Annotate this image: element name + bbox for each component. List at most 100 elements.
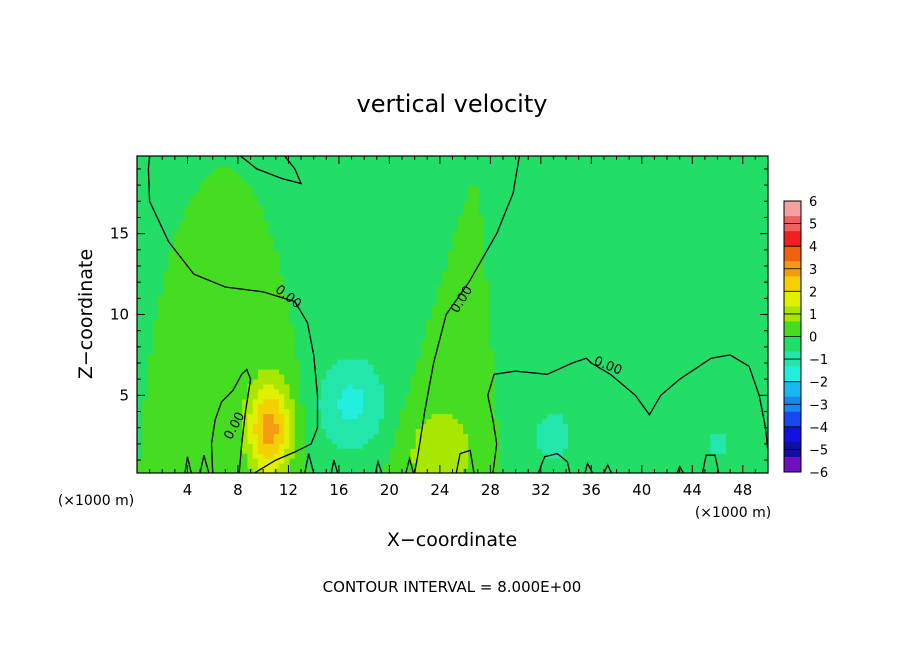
field-cell	[352, 438, 359, 444]
field-cell	[463, 235, 469, 241]
field-cell	[410, 195, 417, 202]
field-cell	[520, 388, 527, 395]
field-cell	[158, 393, 164, 400]
field-cell	[410, 349, 417, 355]
field-cell	[536, 220, 543, 226]
field-cell	[310, 443, 317, 449]
field-cell	[405, 195, 412, 202]
field-cell	[457, 438, 464, 444]
field-cell	[326, 443, 333, 449]
field-cell	[184, 319, 191, 326]
field-cell	[210, 260, 217, 266]
field-cell	[384, 418, 390, 425]
field-cell	[515, 225, 522, 231]
field-cell	[373, 403, 380, 410]
field-cell	[357, 373, 364, 380]
field-cell	[189, 185, 196, 192]
field-cell	[273, 339, 280, 345]
field-cell	[389, 210, 396, 217]
field-cell	[352, 349, 359, 355]
field-cell	[468, 378, 475, 385]
field-cell	[426, 250, 433, 256]
field-cell	[163, 314, 170, 321]
field-cell	[215, 165, 222, 172]
field-cell	[321, 468, 327, 473]
field-cell	[352, 250, 359, 256]
field-cell	[468, 279, 475, 286]
field-cell	[531, 200, 538, 207]
field-cell	[347, 230, 354, 236]
field-cell	[289, 438, 296, 444]
field-cell	[499, 230, 506, 236]
field-cell	[415, 260, 422, 266]
field-cell	[415, 205, 422, 212]
field-cell	[399, 269, 406, 276]
field-cell	[484, 245, 490, 251]
field-cell	[536, 368, 543, 375]
field-cell	[221, 294, 227, 301]
field-cell	[200, 408, 206, 415]
field-cell	[457, 453, 464, 459]
field-cell	[300, 220, 306, 226]
field-cell	[457, 354, 464, 360]
field-cell	[399, 423, 406, 430]
field-cell	[436, 329, 443, 335]
field-cell	[531, 289, 538, 296]
field-cell	[200, 344, 206, 350]
field-cell	[300, 349, 306, 355]
field-cell	[147, 359, 154, 365]
field-cell	[347, 245, 354, 251]
field-cell	[415, 264, 422, 271]
field-cell	[152, 269, 159, 276]
field-cell	[215, 190, 222, 197]
field-cell	[189, 279, 196, 286]
field-cell	[268, 393, 275, 400]
field-cell	[420, 458, 427, 464]
field-cell	[305, 294, 312, 301]
field-cell	[242, 289, 249, 296]
field-cell	[226, 255, 233, 261]
field-cell	[452, 334, 459, 340]
field-cell	[168, 160, 175, 167]
field-cell	[179, 453, 185, 459]
field-cell	[541, 438, 548, 444]
field-cell	[463, 398, 469, 405]
field-cell	[226, 314, 233, 321]
field-cell	[326, 388, 333, 395]
field-cell	[468, 215, 475, 221]
field-cell	[242, 195, 249, 202]
field-cell	[163, 368, 170, 375]
field-cell	[489, 274, 496, 281]
field-cell	[426, 294, 433, 301]
field-cell	[478, 408, 485, 415]
field-cell	[184, 428, 191, 434]
field-cell	[436, 180, 443, 187]
field-cell	[231, 304, 238, 311]
field-cell	[152, 388, 159, 395]
field-cell	[426, 463, 433, 469]
field-cell	[420, 156, 427, 162]
field-cell	[505, 200, 511, 207]
field-cell	[457, 195, 464, 202]
field-cell	[263, 284, 270, 291]
field-cell	[284, 453, 291, 459]
field-cell	[347, 373, 354, 380]
field-cell	[415, 349, 422, 355]
field-cell	[378, 438, 385, 444]
field-cell	[426, 418, 433, 425]
field-cell	[315, 388, 322, 395]
field-cell	[242, 423, 249, 430]
field-cell	[415, 393, 422, 400]
field-cell	[226, 274, 233, 281]
field-cell	[226, 220, 233, 226]
field-cell	[273, 200, 280, 207]
field-cell	[526, 235, 532, 241]
field-cell	[515, 423, 522, 430]
field-cell	[268, 235, 275, 241]
field-cell	[368, 364, 375, 370]
field-cell	[321, 250, 327, 256]
field-cell	[436, 418, 443, 425]
field-cell	[305, 448, 312, 454]
field-cell	[378, 264, 385, 271]
field-cell	[242, 463, 249, 469]
